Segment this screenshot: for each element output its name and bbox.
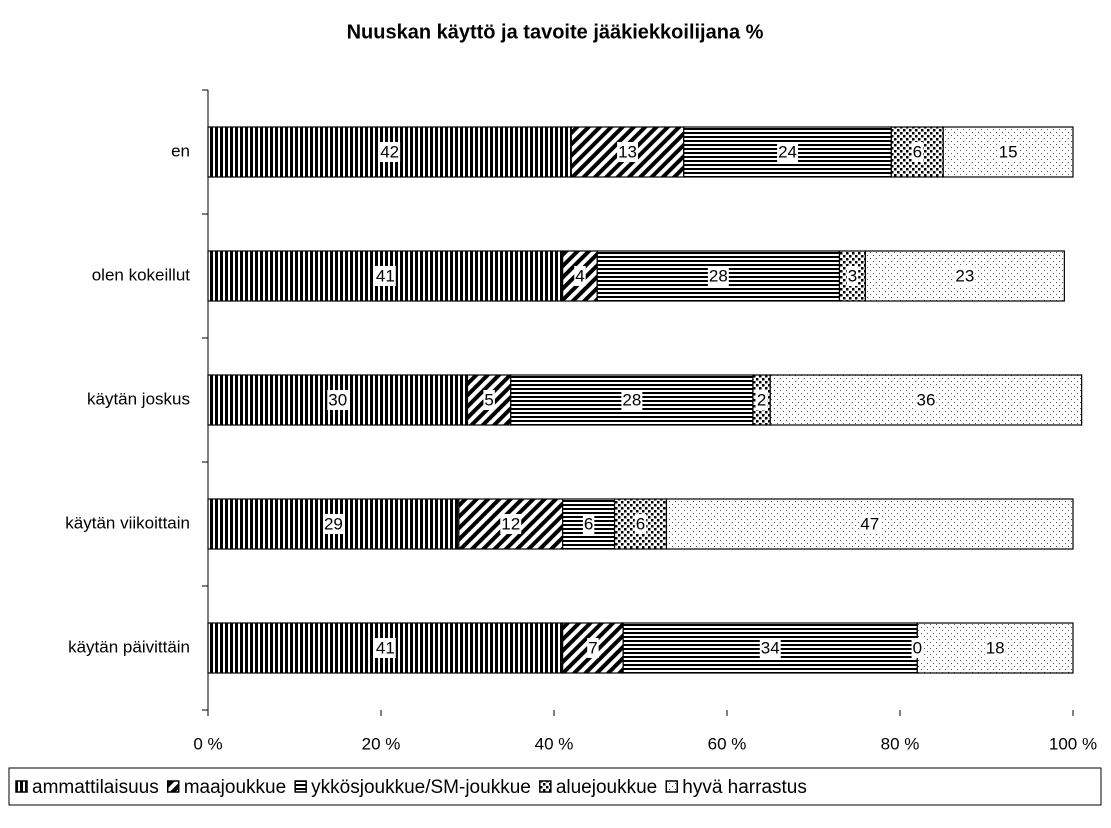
data-label: 28 xyxy=(622,390,641,409)
legend-label: aluejoukkue xyxy=(556,777,657,798)
data-label-bg xyxy=(587,638,599,658)
data-label-bg xyxy=(634,514,647,534)
data-label: 28 xyxy=(709,266,728,285)
data-label-bg xyxy=(707,266,729,286)
data-label: 2 xyxy=(757,390,766,409)
data-label: 30 xyxy=(328,390,347,409)
data-label-bg xyxy=(755,390,768,410)
data-label: 7 xyxy=(588,638,597,657)
data-label-bg xyxy=(483,390,495,410)
data-label-bg xyxy=(846,266,859,286)
data-label: 6 xyxy=(913,142,922,161)
legend-swatch xyxy=(294,780,307,793)
y-tick-label: käytän viikoittain xyxy=(65,513,190,532)
legend-box xyxy=(8,767,1102,806)
data-label-bg xyxy=(379,142,401,162)
y-tick-label: olen kokeillut xyxy=(92,265,191,284)
data-label: 3 xyxy=(848,266,857,285)
data-label: 47 xyxy=(860,514,879,533)
data-label-bg xyxy=(617,142,638,162)
data-label-bg xyxy=(582,514,595,534)
data-label: 24 xyxy=(778,142,797,161)
legend-label: maajoukkue xyxy=(184,777,286,798)
y-tick-label: käytän joskus xyxy=(87,389,190,408)
data-label-bg xyxy=(322,514,344,534)
data-label-bg xyxy=(911,638,924,658)
legend-swatch xyxy=(166,780,180,793)
x-tick-label: 80 % xyxy=(881,734,920,753)
data-label-bg xyxy=(954,266,976,286)
legend-swatch xyxy=(539,780,552,793)
data-label: 6 xyxy=(636,514,645,533)
y-tick-label: en xyxy=(171,141,190,160)
data-label: 15 xyxy=(999,142,1018,161)
data-label-bg xyxy=(911,142,924,162)
data-label: 4 xyxy=(575,266,584,285)
data-label: 41 xyxy=(376,638,395,657)
data-label: 5 xyxy=(484,390,493,409)
data-label: 12 xyxy=(501,514,520,533)
legend-swatch xyxy=(15,780,28,793)
data-label: 23 xyxy=(955,266,974,285)
data-label: 36 xyxy=(916,390,935,409)
data-label: 29 xyxy=(324,514,343,533)
data-label-bg xyxy=(777,142,799,162)
data-label-bg xyxy=(500,514,522,534)
x-tick-label: 60 % xyxy=(708,734,747,753)
data-label: 0 xyxy=(913,638,922,657)
y-tick-label: käytän päivittäin xyxy=(68,637,190,656)
legend-label: ammattilaisuus xyxy=(32,777,159,798)
data-label: 41 xyxy=(376,266,395,285)
data-label-bg xyxy=(374,266,396,286)
legend-label: hyvä harrastus xyxy=(682,777,807,798)
data-label-bg xyxy=(859,514,881,534)
legend-swatch xyxy=(665,780,678,793)
x-tick-label: 20 % xyxy=(362,734,401,753)
data-label-bg xyxy=(374,638,396,658)
legend-label: ykkösjoukkue/SM-joukkue xyxy=(311,777,531,798)
data-label-bg xyxy=(997,142,1019,162)
data-label-bg xyxy=(327,390,349,410)
x-tick-label: 0 % xyxy=(193,734,222,753)
data-label: 18 xyxy=(986,638,1005,657)
x-tick-label: 100 % xyxy=(1049,734,1097,753)
data-label: 6 xyxy=(584,514,593,533)
data-label: 34 xyxy=(761,638,780,657)
data-label: 42 xyxy=(380,142,399,161)
x-tick-label: 40 % xyxy=(535,734,574,753)
data-label: 13 xyxy=(618,142,637,161)
data-label-bg xyxy=(574,266,586,286)
data-label-bg xyxy=(621,390,643,410)
data-label-bg xyxy=(915,390,937,410)
data-label-bg xyxy=(984,638,1006,658)
data-label-bg xyxy=(759,638,781,658)
bar-segment xyxy=(890,126,944,178)
chart-title: Nuuskan käyttö ja tavoite jääkiekkoilija… xyxy=(347,21,764,43)
